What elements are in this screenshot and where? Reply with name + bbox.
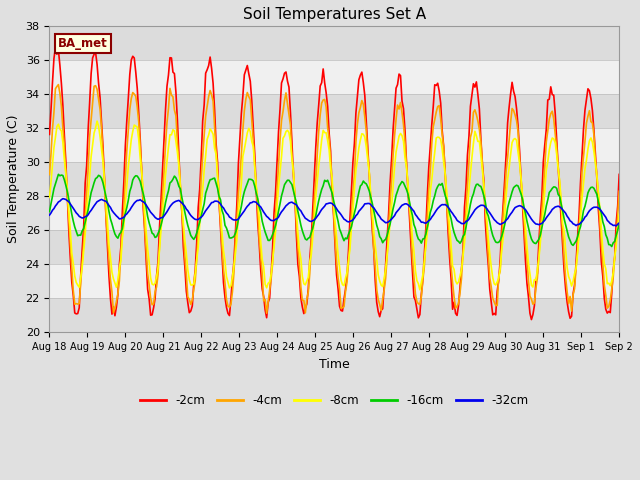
Bar bbox=[49, 128, 619, 162]
Y-axis label: Soil Temperature (C): Soil Temperature (C) bbox=[7, 115, 20, 243]
X-axis label: Time: Time bbox=[319, 358, 349, 371]
Bar bbox=[49, 94, 619, 128]
Bar bbox=[49, 230, 619, 264]
Bar bbox=[49, 298, 619, 332]
Bar bbox=[49, 264, 619, 298]
Bar bbox=[49, 26, 619, 60]
Title: Soil Temperatures Set A: Soil Temperatures Set A bbox=[243, 7, 426, 22]
Bar bbox=[49, 196, 619, 230]
Bar bbox=[49, 60, 619, 94]
Legend: -2cm, -4cm, -8cm, -16cm, -32cm: -2cm, -4cm, -8cm, -16cm, -32cm bbox=[136, 390, 533, 412]
Bar bbox=[49, 162, 619, 196]
Text: BA_met: BA_met bbox=[58, 36, 108, 49]
